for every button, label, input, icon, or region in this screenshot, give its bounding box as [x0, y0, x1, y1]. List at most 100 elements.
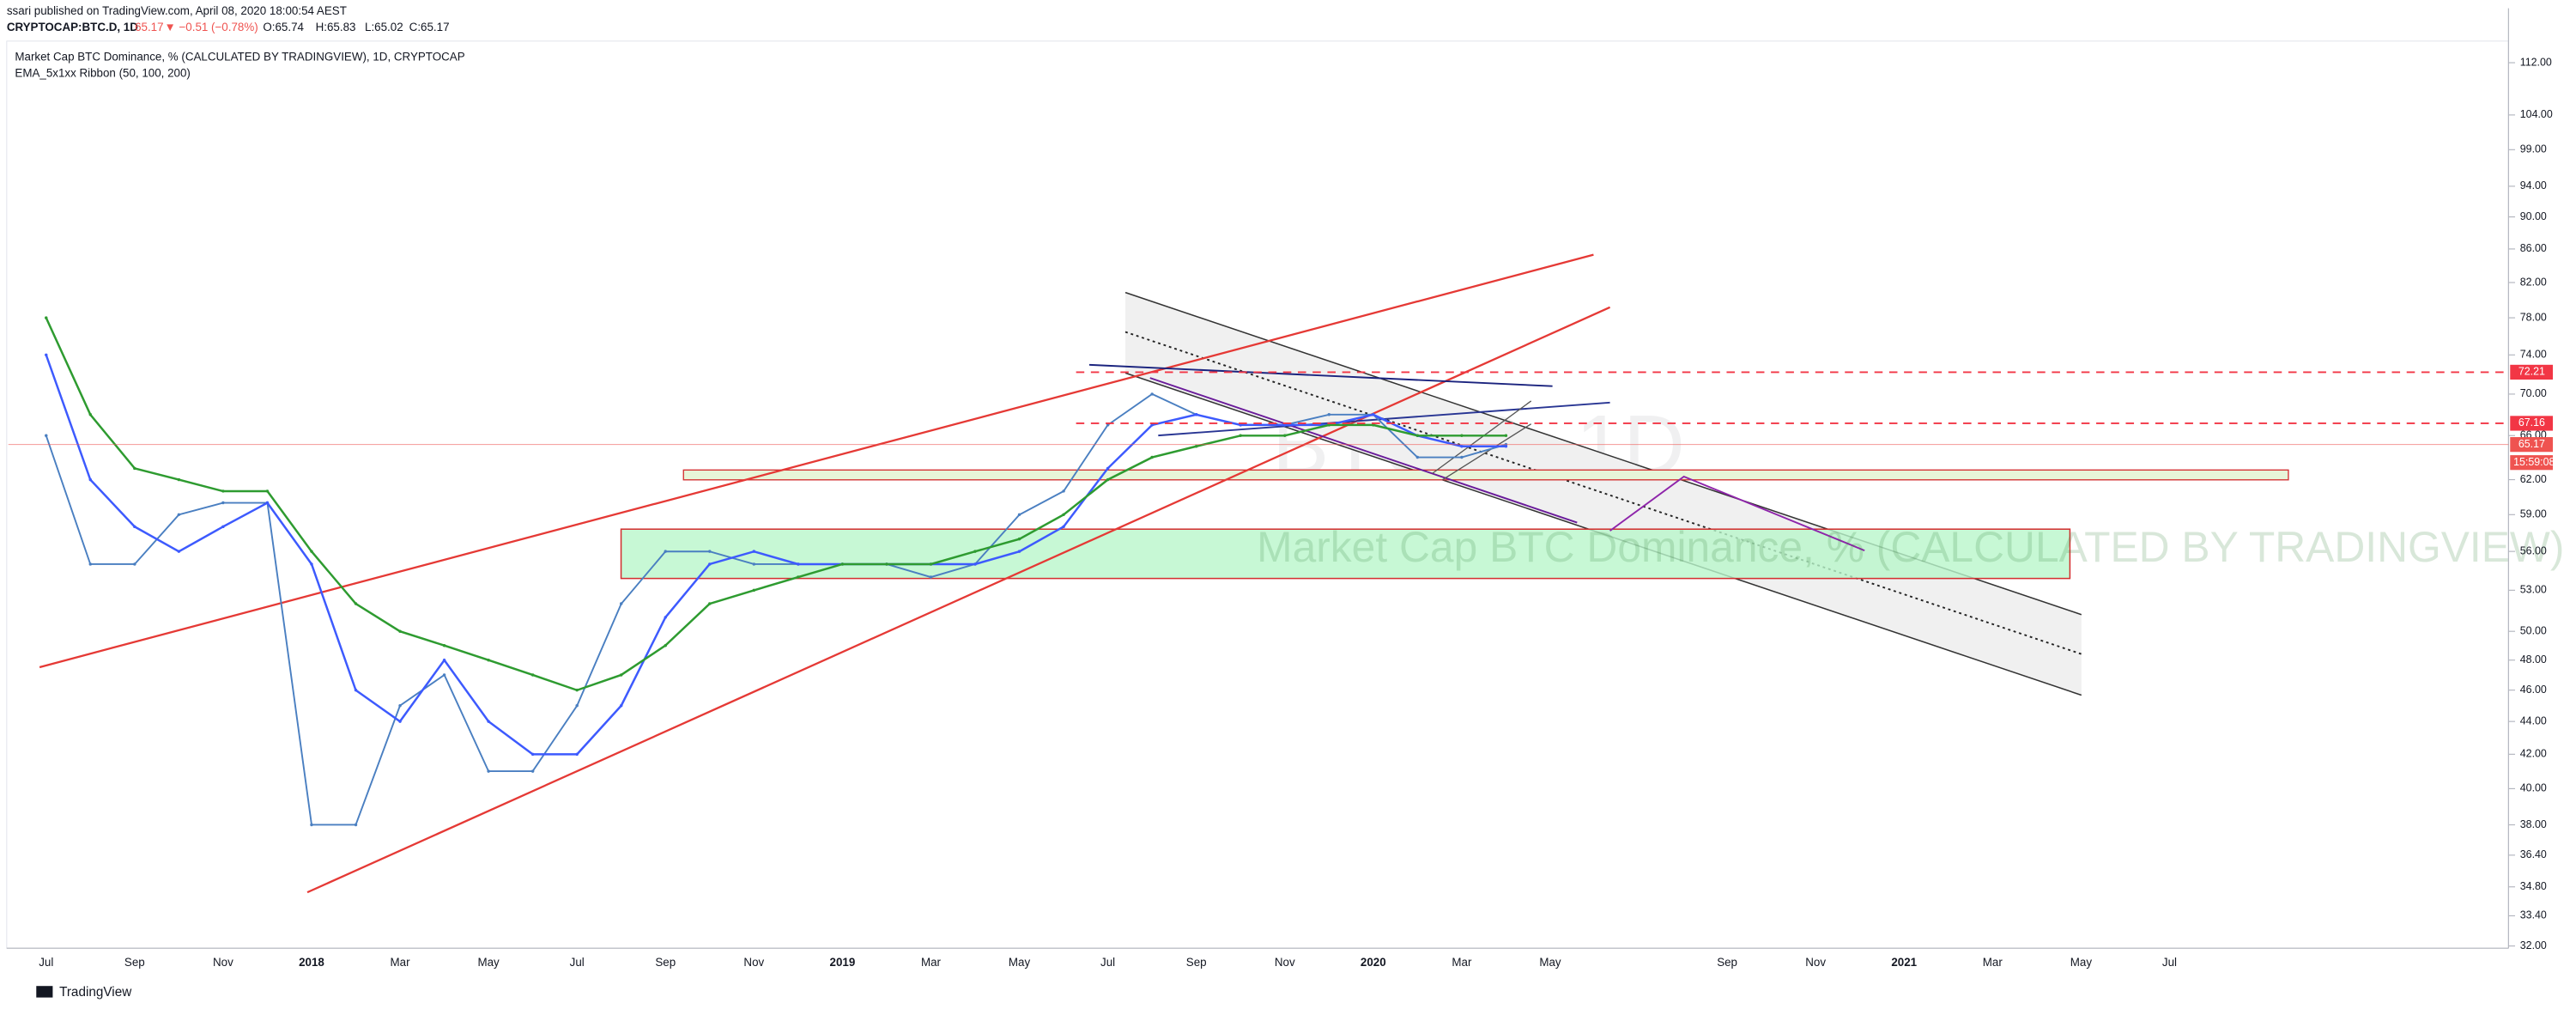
x-tick-label: 2021 [1891, 956, 1917, 969]
y-tick-label: 94.00 [2520, 179, 2547, 191]
y-tick-label: 104.00 [2520, 108, 2553, 120]
x-tick-label: 2019 [830, 956, 856, 969]
data-point [88, 562, 93, 566]
data-point [1372, 423, 1375, 427]
data-point [45, 316, 48, 319]
data-point [973, 550, 977, 553]
channel-mid [1124, 331, 2082, 655]
data-point [354, 823, 358, 827]
data-point [530, 769, 535, 773]
data-point [45, 353, 48, 357]
data-point [177, 513, 181, 517]
trend-line [39, 253, 1594, 669]
data-point [1460, 455, 1464, 459]
x-tick-label: Mar [921, 956, 942, 969]
data-point [398, 629, 402, 633]
x-tick-label: Mar [391, 956, 411, 969]
data-point [1460, 445, 1464, 448]
data-point [45, 434, 48, 437]
data-point [619, 703, 623, 708]
data-point [88, 477, 93, 482]
price-tag [2510, 364, 2554, 380]
data-point [797, 575, 800, 579]
countdown: 15:59:08 [2513, 456, 2555, 468]
series-line [45, 354, 1506, 756]
data-point [929, 562, 933, 566]
zone [620, 528, 2071, 580]
y-tick-label: 38.00 [2520, 818, 2547, 830]
data-point [752, 588, 756, 593]
y-tick-label: 62.00 [2520, 473, 2547, 485]
y-tick-label: 48.00 [2520, 653, 2547, 666]
data-point [221, 489, 225, 493]
data-point [973, 562, 977, 566]
data-point [530, 752, 535, 757]
y-tick-label: 56.00 [2520, 544, 2547, 556]
data-point [885, 562, 888, 566]
data-point [1239, 434, 1242, 437]
price-tag [2510, 437, 2554, 453]
data-point [221, 501, 225, 505]
series-line [45, 317, 1506, 692]
price-tag-label: 65.17 [2518, 438, 2545, 450]
data-point [664, 616, 667, 619]
data-point [442, 673, 446, 677]
x-tick-label: Jul [1100, 956, 1115, 969]
y-tick-label: 33.40 [2520, 909, 2547, 921]
data-point [354, 602, 358, 605]
data-point [575, 703, 579, 708]
data-point [398, 703, 402, 708]
data-point [1106, 466, 1110, 471]
x-tick-label: Sep [1186, 956, 1207, 969]
y-tick-label: 34.80 [2520, 880, 2547, 892]
data-point [442, 644, 446, 647]
price-tag-label: 67.16 [2518, 416, 2545, 429]
data-point [1017, 513, 1021, 517]
x-tick-label: Nov [743, 956, 764, 969]
indicator: EMA_5x1xx Ribbon (50, 100, 200) [15, 67, 190, 80]
drawings [39, 253, 2289, 894]
data-point [530, 673, 535, 677]
y-tick-label: 44.00 [2520, 714, 2547, 726]
y-tick-label: 50.00 [2520, 624, 2547, 636]
data-point [1106, 423, 1110, 427]
data-point [1062, 489, 1065, 493]
y-tick-label: 40.00 [2520, 782, 2547, 794]
data-point [265, 489, 270, 493]
data-point [1327, 413, 1331, 416]
y-tick-label: 36.40 [2520, 848, 2547, 860]
x-tick-label: May [1539, 956, 1561, 969]
data-point [708, 602, 712, 605]
data-point [575, 688, 579, 692]
data-point [133, 525, 136, 529]
data-point [1194, 413, 1198, 416]
trend-line [306, 306, 1611, 894]
data-point [664, 550, 667, 553]
data-point [708, 562, 712, 566]
watermark-subtitle: Market Cap BTC Dominance, % (CALCULATED … [1257, 523, 2564, 571]
x-tick-label: Jul [2162, 956, 2177, 969]
symbol: CRYPTOCAP:BTC.D, 1D [7, 21, 138, 33]
data-point [133, 466, 136, 471]
data-point [177, 550, 181, 553]
y-tick-label: 46.00 [2520, 684, 2547, 696]
data-point [133, 562, 136, 566]
x-tick-label: May [477, 956, 500, 969]
data-point [88, 413, 93, 416]
x-tick-label: Jul [570, 956, 585, 969]
x-tick-label: Nov [213, 956, 233, 969]
y-tick-label: 78.00 [2520, 311, 2547, 323]
data-point [1239, 423, 1242, 427]
trend-line [1149, 377, 1578, 524]
y-tick-label: 53.00 [2520, 584, 2547, 596]
data-point [310, 562, 313, 566]
data-point [1283, 423, 1287, 427]
data-point [1415, 434, 1420, 437]
data-point [752, 562, 756, 566]
y-tick-label: 70.00 [2520, 387, 2547, 399]
data-point [1017, 550, 1021, 553]
wedge-line [1442, 423, 1532, 481]
x-tick-label: May [1009, 956, 1031, 969]
